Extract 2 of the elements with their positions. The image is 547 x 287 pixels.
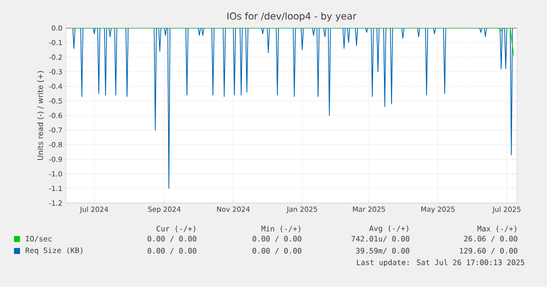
line-series (72, 28, 513, 189)
chart-title: IOs for /dev/loop4 - by year (227, 12, 356, 22)
